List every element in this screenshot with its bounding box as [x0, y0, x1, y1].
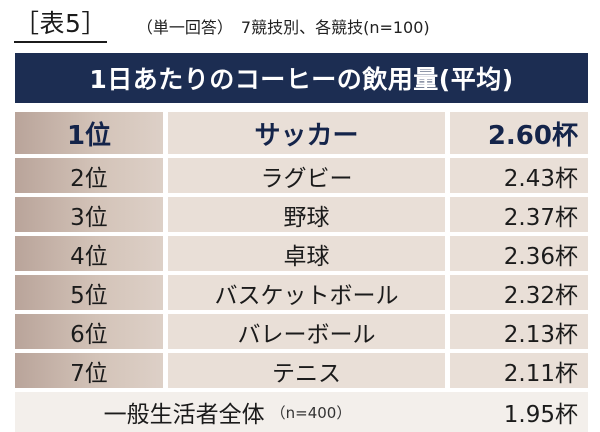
rank-cell: 2位: [15, 158, 163, 193]
sport-cell: 卓球: [168, 236, 445, 271]
sport-cell: バレーボール: [168, 314, 445, 349]
table-subtitle: （単一回答） 7競技別、各競技(n=100): [136, 18, 430, 37]
rank-cell: 7位: [15, 353, 163, 388]
rank-cell: 5位: [15, 275, 163, 310]
value-cell: 2.11杯: [450, 353, 588, 388]
sport-cell: サッカー: [168, 112, 445, 154]
value-cell: 2.13杯: [450, 314, 588, 349]
value-cell: 2.60杯: [450, 112, 588, 154]
table-title: 1日あたりのコーヒーの飲用量(平均): [15, 53, 588, 103]
table-caption: ［表5］ （単一回答） 7競技別、各競技(n=100): [14, 8, 430, 44]
overall-label: 一般生活者全体: [103, 402, 265, 428]
sport-cell: バスケットボール: [168, 275, 445, 310]
table-row: 4位 卓球 2.36杯: [15, 236, 588, 271]
table-row: 5位 バスケットボール 2.32杯: [15, 275, 588, 310]
value-cell: 2.37杯: [450, 197, 588, 232]
value-cell: 2.32杯: [450, 275, 588, 310]
table-row: 3位 野球 2.37杯: [15, 197, 588, 232]
value-cell: 2.43杯: [450, 158, 588, 193]
ranking-table: 1日あたりのコーヒーの飲用量(平均) 1位 サッカー 2.60杯 2位 ラグビー…: [15, 53, 588, 432]
sport-cell: 野球: [168, 197, 445, 232]
table-row: 6位 バレーボール 2.13杯: [15, 314, 588, 349]
table-number-label: ［表5］: [14, 9, 107, 43]
rank-cell: 1位: [15, 112, 163, 154]
sport-cell: ラグビー: [168, 158, 445, 193]
overall-value-cell: 1.95杯: [503, 402, 578, 428]
rank-cell: 4位: [15, 236, 163, 271]
overall-row: 一般生活者全体 （n=400） 1.95杯: [15, 392, 588, 432]
table-row: 2位 ラグビー 2.43杯: [15, 158, 588, 193]
rank-cell: 3位: [15, 197, 163, 232]
sport-cell: テニス: [168, 353, 445, 388]
overall-sample-size: （n=400）: [270, 403, 352, 422]
value-cell: 2.36杯: [450, 236, 588, 271]
table-row: 1位 サッカー 2.60杯: [15, 112, 588, 154]
overall-cell: 一般生活者全体 （n=400）: [15, 392, 440, 432]
table-row: 7位 テニス 2.11杯: [15, 353, 588, 388]
rank-cell: 6位: [15, 314, 163, 349]
